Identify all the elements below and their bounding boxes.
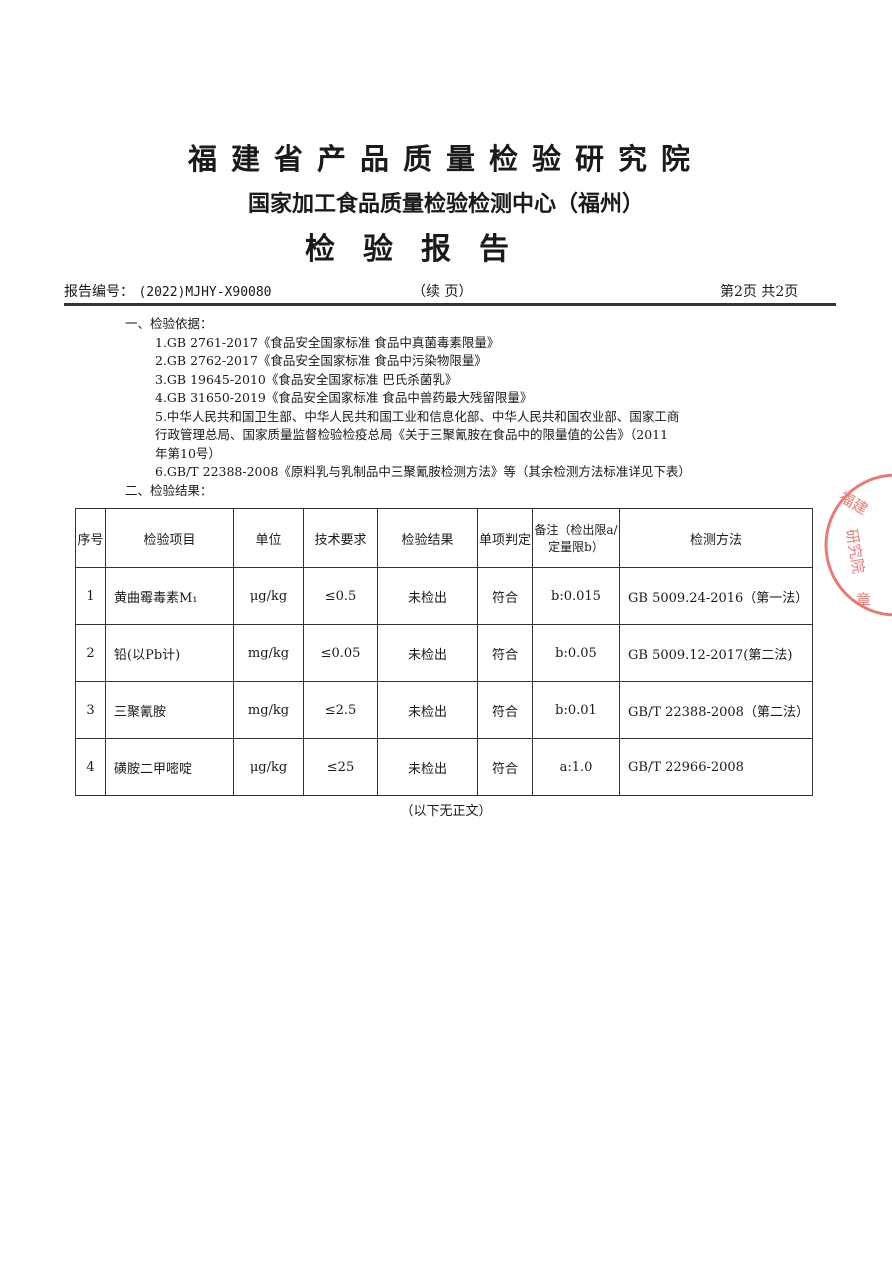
- cell-no: 2: [75, 624, 106, 682]
- table-row: 2 铅(以Pb计) mg/kg ≤0.05 未检出 符合 b:0.05 GB 5…: [75, 624, 813, 682]
- cell-method: GB 5009.12-2017(第二法): [619, 624, 813, 682]
- report-number-value: (2022)MJHY-X90080: [138, 285, 272, 300]
- official-stamp: 福建 研究院 章: [824, 473, 892, 617]
- cell-item: 铅(以Pb计): [105, 624, 234, 682]
- document-title: 检验报告: [305, 232, 537, 267]
- basis-item: 行政管理总局、国家质量监督检验检疫总局《关于三聚氰胺在食品中的限量值的公告》（2…: [155, 427, 669, 442]
- cell-remark: a:1.0: [532, 738, 620, 796]
- column-header: 检验结果: [377, 508, 478, 568]
- basis-item: 6.GB/T 22388-2008《原料乳与乳制品中三聚氰胺检测方法》等（其余检…: [155, 464, 691, 479]
- cell-judgement: 符合: [477, 624, 533, 682]
- cell-result: 未检出: [377, 738, 478, 796]
- basis-item: 2.GB 2762-2017《食品安全国家标准 食品中污染物限量》: [155, 353, 487, 368]
- column-header: 单位: [233, 508, 304, 568]
- column-header: 单项判定: [477, 508, 533, 568]
- header-rule: [64, 303, 836, 306]
- cell-judgement: 符合: [477, 738, 533, 796]
- cell-requirement: ≤0.05: [303, 624, 378, 682]
- stamp-ring: [824, 473, 892, 617]
- basis-item: 1.GB 2761-2017《食品安全国家标准 食品中真菌毒素限量》: [155, 334, 500, 350]
- column-header: 备注（检出限a/定量限b）: [532, 508, 620, 568]
- cell-unit: μg/kg: [233, 738, 304, 796]
- table-row: 4 磺胺二甲嘧啶 μg/kg ≤25 未检出 符合 a:1.0 GB/T 229…: [75, 738, 813, 796]
- cell-remark: b:0.05: [532, 624, 620, 682]
- report-number-label: 报告编号：: [64, 284, 134, 300]
- end-note: （以下无正文）: [400, 804, 492, 819]
- cell-method: GB/T 22966-2008: [619, 738, 813, 796]
- basis-item: 3.GB 19645-2010《食品安全国家标准 巴氏杀菌乳》: [155, 371, 458, 387]
- cell-judgement: 符合: [477, 567, 533, 625]
- cell-no: 1: [75, 567, 106, 625]
- table-row: 1 黄曲霉毒素M₁ μg/kg ≤0.5 未检出 符合 b:0.015 GB 5…: [75, 567, 813, 625]
- stamp-lettering: 研究院: [842, 528, 868, 575]
- results-table: 序号 检验项目 单位 技术要求 检验结果 单项判定 备注（检出限a/定量限b） …: [75, 508, 813, 796]
- cell-no: 3: [75, 681, 106, 739]
- cell-unit: mg/kg: [233, 624, 304, 682]
- table-header-row: 序号 检验项目 单位 技术要求 检验结果 单项判定 备注（检出限a/定量限b） …: [75, 508, 813, 568]
- column-header: 技术要求: [303, 508, 378, 568]
- cell-unit: mg/kg: [233, 681, 304, 739]
- basis-item: 年第10号）: [155, 445, 221, 461]
- cell-requirement: ≤2.5: [303, 681, 378, 739]
- results-heading: 二、检验结果：: [125, 482, 213, 498]
- column-header: 序号: [75, 508, 106, 568]
- cell-no: 4: [75, 738, 106, 796]
- cell-result: 未检出: [377, 624, 478, 682]
- stamp-lettering: 章: [856, 591, 871, 609]
- cell-item: 黄曲霉毒素M₁: [105, 567, 234, 625]
- report-number: 报告编号： (2022)MJHY-X90080: [64, 281, 272, 301]
- institute-title: 福建省产品质量检验研究院: [187, 142, 704, 176]
- cell-result: 未检出: [377, 681, 478, 739]
- cell-method: GB/T 22388-2008（第二法）: [619, 681, 813, 739]
- column-header: 检测方法: [619, 508, 813, 568]
- cell-unit: μg/kg: [233, 567, 304, 625]
- basis-section: 一、检验依据： 1.GB 2761-2017《食品安全国家标准 食品中真菌毒素限…: [125, 315, 691, 500]
- cell-item: 磺胺二甲嘧啶: [105, 738, 234, 796]
- cell-method: GB 5009.24-2016（第一法）: [619, 567, 813, 625]
- center-title: 国家加工食品质量检验检测中心（福州）: [247, 191, 644, 217]
- cell-result: 未检出: [377, 567, 478, 625]
- table-row: 3 三聚氰胺 mg/kg ≤2.5 未检出 符合 b:0.01 GB/T 223…: [75, 681, 813, 739]
- column-header: 检验项目: [105, 508, 234, 568]
- cell-judgement: 符合: [477, 681, 533, 739]
- cell-item: 三聚氰胺: [105, 681, 234, 739]
- basis-item: 5.中华人民共和国卫生部、中华人民共和国工业和信息化部、中华人民共和国农业部、国…: [155, 408, 680, 424]
- basis-item: 4.GB 31650-2019《食品安全国家标准 食品中兽药最大残留限量》: [155, 390, 533, 405]
- cell-requirement: ≤0.5: [303, 567, 378, 625]
- basis-heading: 一、检验依据：: [125, 316, 213, 331]
- stamp-lettering: 福建: [836, 488, 871, 519]
- cell-remark: b:0.015: [532, 567, 620, 625]
- cell-requirement: ≤25: [303, 738, 378, 796]
- page-info: 第2页 共2页: [720, 284, 799, 300]
- cell-remark: b:0.01: [532, 681, 620, 739]
- continued-label: （续 页）: [412, 284, 473, 300]
